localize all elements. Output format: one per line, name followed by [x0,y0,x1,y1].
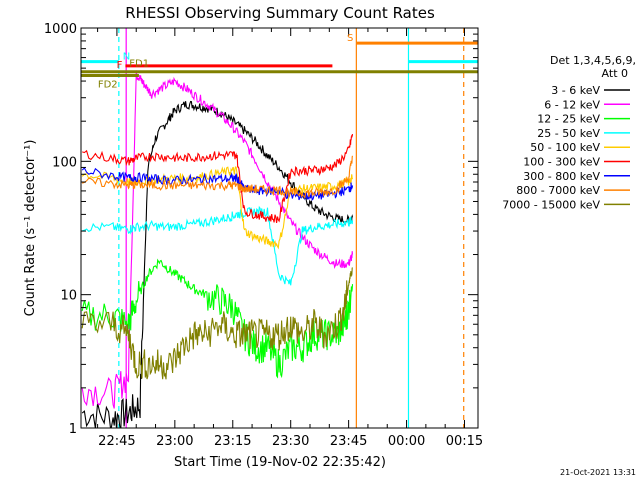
x-axis: 22:45 23:00 23:15 23:30 23:45 00:00 00:15 [97,28,483,449]
flag-labels: NF FD1 FD2 S [98,33,353,90]
legend-label: 6 - 12 keV [544,98,600,111]
y-tick-label: 10 [60,289,77,304]
legend-label: 3 - 6 keV [551,84,600,97]
flag-label: FD1 [129,59,149,70]
y-axis: 1 10 100 1000 [44,22,478,437]
x-tick-label: 23:00 [156,434,193,449]
chart-title: RHESSI Observing Summary Count Rates [125,4,435,22]
y-tick-label: 1000 [44,22,77,37]
y-tick-label: 1 [69,422,77,437]
series-line [81,100,354,428]
series-line [81,70,354,409]
flag-label: F [117,60,123,71]
flag-label: S [347,33,353,44]
y-tick-label: 100 [52,155,77,170]
legend-label: 800 - 7000 keV [516,184,600,197]
legend-label: 12 - 25 keV [537,113,600,126]
x-tick-label: 23:30 [272,434,309,449]
flag-label: FD2 [98,80,118,91]
flag-label: N [123,52,130,63]
legend-header-line2: Att 0 [602,67,628,80]
series-line [81,267,353,380]
legend-label: 100 - 300 keV [523,156,600,169]
series-group [81,70,354,428]
series-line [81,166,354,250]
x-tick-label: 23:45 [330,434,367,449]
x-tick-label: 00:00 [388,434,425,449]
x-axis-label: Start Time (19-Nov-02 22:35:42) [174,455,386,470]
footer-timestamp: 21-Oct-2021 13:31 [560,468,636,477]
legend-label: 50 - 100 keV [530,141,600,154]
flag-bars [81,41,478,78]
y-axis-label: Count Rate (s⁻¹ detector⁻¹) [23,140,38,317]
series-line [82,205,354,286]
legend-label: 300 - 800 keV [523,170,600,183]
legend-label: 25 - 50 keV [537,127,600,140]
x-tick-label: 22:45 [98,434,135,449]
x-tick-label: 00:15 [446,434,483,449]
x-tick-label: 23:15 [214,434,251,449]
legend-header-line1: Det 1,3,4,5,6,9, [550,54,636,67]
series-line [81,155,354,199]
legend-label: 7000 - 15000 keV [502,198,600,211]
plot-frame [80,27,479,429]
